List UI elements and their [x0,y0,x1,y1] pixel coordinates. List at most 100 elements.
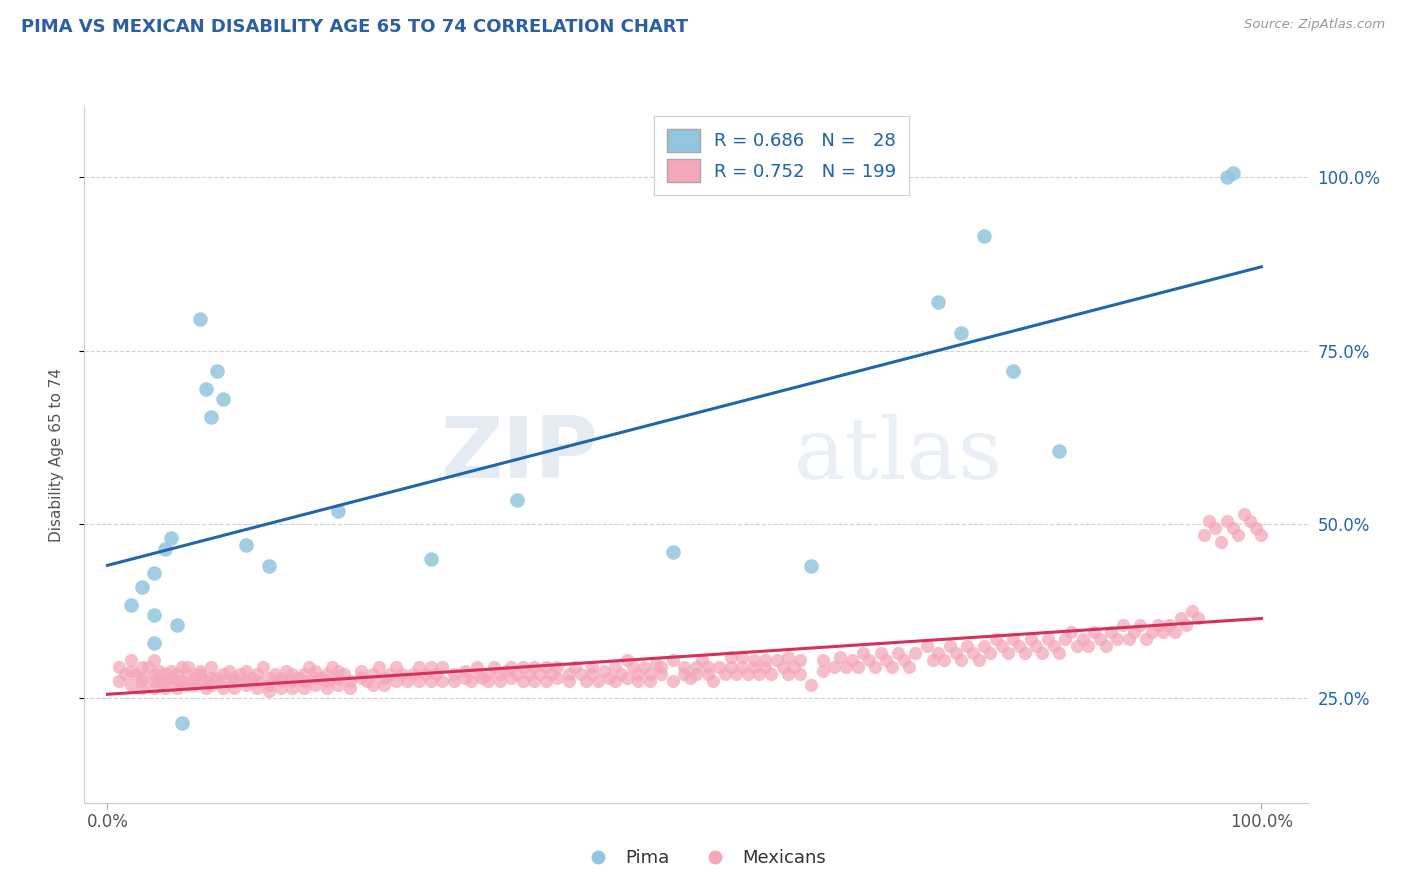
Y-axis label: Disability Age 65 to 74: Disability Age 65 to 74 [49,368,63,542]
Point [506,493,529,508]
Point [339,674,361,689]
Point [200,409,222,424]
Point [506,667,529,681]
Point [898,660,921,674]
Point [361,667,384,681]
Point [430,674,453,689]
Point [1250,528,1272,542]
Point [558,667,581,681]
Point [270,681,292,695]
Point [350,664,373,678]
Point [1239,514,1261,528]
Point [581,660,603,674]
Point [1019,632,1042,647]
Point [835,660,858,674]
Point [1049,444,1071,458]
Point [385,660,408,674]
Point [328,671,350,685]
Point [1025,639,1047,653]
Point [131,580,153,594]
Point [1216,169,1239,184]
Point [765,653,787,667]
Point [252,660,274,674]
Point [142,653,165,667]
Point [177,660,200,674]
Point [373,671,395,685]
Point [328,677,350,691]
Point [120,598,142,612]
Point [246,674,269,689]
Point [1107,632,1129,647]
Point [638,667,661,681]
Point [1083,625,1105,640]
Point [425,667,447,681]
Point [720,649,742,664]
Point [419,660,441,674]
Point [1008,639,1031,653]
Point [166,618,188,632]
Point [246,681,269,695]
Point [235,538,257,552]
Point [235,677,257,691]
Point [240,671,263,685]
Point [188,667,211,681]
Point [742,660,765,674]
Point [1049,646,1071,660]
Point [945,646,967,660]
Point [921,653,943,667]
Point [696,667,718,681]
Point [1152,625,1174,640]
Point [224,681,246,695]
Point [108,660,131,674]
Point [309,671,332,685]
Point [454,671,477,685]
Point [194,674,217,689]
Point [292,674,315,689]
Point [315,674,337,689]
Point [396,674,419,689]
Point [800,559,823,574]
Point [443,667,465,681]
Point [523,660,546,674]
Point [304,664,326,678]
Point [650,667,672,681]
Point [633,660,655,674]
Point [616,653,638,667]
Point [1233,507,1256,521]
Point [673,667,696,681]
Point [1146,618,1168,632]
Point [211,667,233,681]
Point [408,660,430,674]
Point [748,667,770,681]
Point [778,667,800,681]
Point [887,646,910,660]
Point [754,653,776,667]
Point [569,667,592,681]
Point [367,660,389,674]
Point [1170,611,1192,625]
Point [328,664,350,678]
Point [205,671,228,685]
Point [408,674,430,689]
Point [927,646,949,660]
Point [800,677,823,691]
Point [512,660,534,674]
Point [136,660,159,674]
Point [950,326,973,340]
Point [172,660,194,674]
Point [627,667,650,681]
Point [1187,611,1209,625]
Point [188,674,211,689]
Point [967,653,990,667]
Point [454,664,477,678]
Point [650,660,672,674]
Point [160,671,183,685]
Point [200,677,222,691]
Point [211,392,233,407]
Point [460,674,482,689]
Point [1094,639,1116,653]
Point [858,653,880,667]
Point [1175,618,1198,632]
Point [361,677,384,691]
Point [321,660,343,674]
